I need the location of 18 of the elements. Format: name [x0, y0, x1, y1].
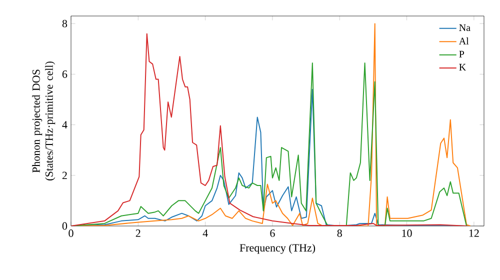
x-tick-label: 4 [202, 230, 208, 237]
y-tick-label: 6 [62, 70, 68, 78]
x-axis-title: Frequency (THz) [240, 244, 316, 254]
legend-label: Na [459, 24, 470, 32]
y-tick-label: 0 [62, 222, 68, 230]
legend-label: Al [458, 37, 469, 44]
y-tick-label: 2 [62, 172, 67, 180]
x-tick-label: 6 [270, 230, 275, 237]
y-axis-title: Phonon projected DOS (States/THz·primitive cell) [32, 62, 56, 180]
x-tick-label: 10 [402, 230, 412, 237]
y-tick-label: 4 [62, 121, 68, 128]
y-tick-label: 8 [62, 20, 68, 28]
x-tick-label: 8 [337, 230, 342, 237]
x-tick-label: 0 [68, 230, 74, 237]
x-tick-label: 2 [136, 230, 140, 237]
x-tick-label: 12 [469, 230, 479, 237]
legend-label: K [459, 64, 466, 70]
legend-label: P [459, 50, 464, 58]
